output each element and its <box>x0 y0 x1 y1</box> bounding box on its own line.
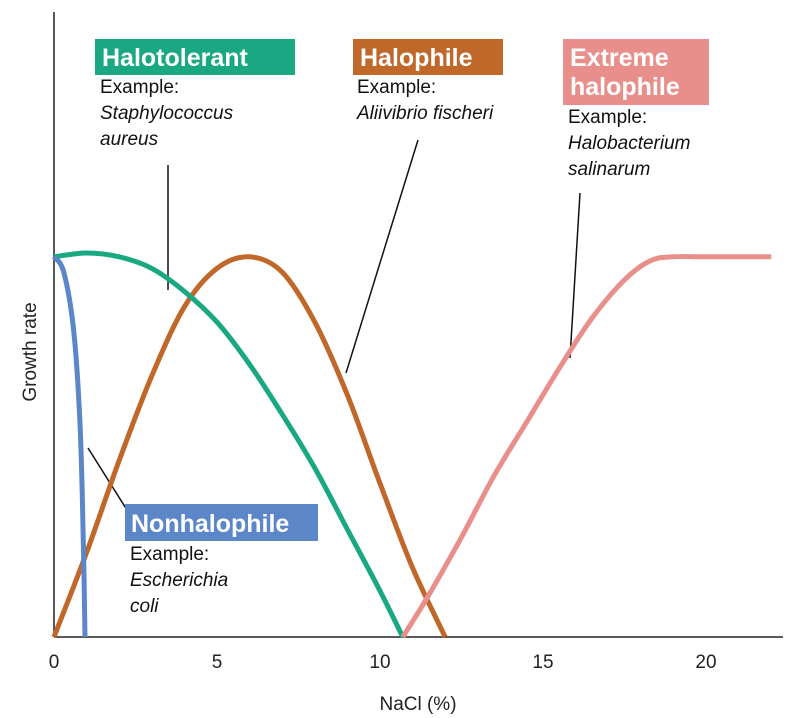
leader-lines <box>87 139 581 511</box>
series-example-organism-0: Escherichia coli <box>130 570 228 617</box>
series-example-label-1: Example: <box>100 77 179 98</box>
leader-line-3 <box>569 192 581 359</box>
series-example-organism-3: Halobacterium salinarum <box>568 133 691 180</box>
series-line-1 <box>53 250 406 639</box>
series-example-label-2: Example: <box>357 77 436 98</box>
x-axis-title: NaCl (%) <box>379 694 456 715</box>
series-example-label-3: Example: <box>568 107 647 128</box>
series-label-box-1 <box>95 39 295 75</box>
x-tick-labels: 0 5 10 15 20 <box>49 652 717 673</box>
y-axis-title: Growth rate <box>20 302 41 401</box>
series-lines <box>51 250 772 639</box>
series-label-box-3 <box>563 39 709 105</box>
series-line-0 <box>51 255 88 638</box>
leader-line-0 <box>87 447 128 511</box>
x-tick-label-0: 0 <box>49 652 60 673</box>
leader-line-2 <box>345 139 419 374</box>
series-labels: Nonhalophile Example: Escherichia coli Halot… <box>95 39 709 617</box>
series-name-0: Nonhalophile <box>131 510 289 538</box>
series-label-box-0 <box>125 504 318 541</box>
x-tick-label-20: 20 <box>695 652 716 673</box>
x-tick-label-5: 5 <box>212 652 223 673</box>
x-tick-label-15: 15 <box>532 652 553 673</box>
series-name-2: Halophile <box>360 44 473 72</box>
series-line-3 <box>400 254 772 639</box>
series-example-organism-2: Aliivibrio fischeri <box>356 103 494 124</box>
x-tick-label-10: 10 <box>369 652 390 673</box>
series-example-organism-1: Staphylococcus aureus <box>100 103 234 150</box>
series-name-3: Extreme halophile <box>570 44 680 101</box>
series-name-1: Halotolerant <box>102 44 249 72</box>
series-example-label-0: Example: <box>130 544 209 565</box>
series-line-2 <box>51 254 448 639</box>
series-label-box-2 <box>353 39 503 75</box>
